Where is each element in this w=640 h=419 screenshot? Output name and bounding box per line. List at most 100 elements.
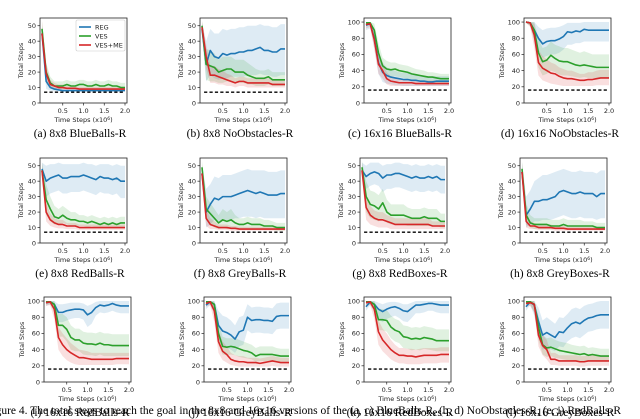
y-tick-label: 0 (36, 378, 40, 386)
x-tick-label: 1.5 (99, 247, 109, 255)
x-tick-label: 0.5 (218, 107, 228, 115)
x-tick-label: 1.0 (78, 107, 88, 115)
y-tick-label: 0 (196, 378, 200, 386)
x-tick-label: 1.5 (419, 247, 429, 255)
y-tick-label: 100 (348, 18, 360, 26)
series-line-ves-me (41, 33, 125, 90)
x-tick-label: 0.5 (58, 247, 68, 255)
x-axis-label: Time Steps (x106) (377, 116, 436, 125)
subplot-e: 0 10 20 30 40 50 0.5 1.0 1.5 2.0 Time Steps (x106)… (17, 157, 130, 280)
y-tick-label: 60 (192, 330, 200, 338)
x-tick-label: 2.0 (120, 247, 130, 255)
y-tick-label: 0 (32, 99, 36, 107)
series-line-ves (526, 301, 609, 357)
x-axis-label-exponent: 6 (267, 256, 270, 262)
x-tick-label: 1.0 (558, 247, 568, 255)
band-ves-me (522, 162, 605, 231)
x-axis-label-exponent: 6 (431, 116, 434, 122)
subplot-c: 0 20 40 60 80 100 0.5 1.0 1.5 2.0 Time Steps (x106… (338, 17, 454, 140)
y-tick-label: 30 (28, 193, 36, 201)
x-axis-label-close: ) (430, 256, 433, 264)
y-tick-label: 30 (188, 53, 196, 61)
x-axis-label-exponent: 6 (271, 395, 274, 401)
y-tick-label: 10 (348, 224, 356, 232)
x-axis-label: Time Steps (x106) (213, 116, 272, 125)
x-tick-label: 1.5 (583, 386, 593, 394)
y-tick-label: 60 (352, 51, 360, 59)
series-line-ves (366, 301, 449, 342)
series-line-reg (365, 301, 449, 313)
x-tick-label: 1.5 (259, 247, 269, 255)
x-axis-label-close: ) (594, 116, 597, 124)
subplot-title: (j) 16x16 GreyBalls-R (188, 407, 292, 419)
series-line-ves-me (525, 21, 609, 82)
x-tick-label: 2.0 (444, 107, 454, 115)
y-tick-label: 50 (348, 162, 356, 170)
subplot-title: (d) 16x16 NoObstacles-R (501, 128, 620, 140)
x-tick-label: 1.0 (402, 107, 412, 115)
y-tick-label: 20 (508, 208, 516, 216)
subplot-title: (f) 8x8 GreyBalls-R (194, 268, 287, 280)
legend-label: VES (95, 32, 108, 40)
y-tick-label: 60 (352, 330, 360, 338)
x-axis-label-exponent: 6 (587, 256, 590, 262)
y-axis-label: Total Steps (178, 321, 186, 358)
x-tick-label: 1.5 (259, 107, 269, 115)
figure-caption: Figure 4. The total steps to reach the g… (0, 405, 622, 417)
x-axis-label-close: ) (434, 395, 437, 403)
y-tick-label: 10 (188, 84, 196, 92)
subplot-f: 0 10 20 30 40 50 0.5 1.0 1.5 2.0 Time Steps (x106)… (177, 157, 290, 280)
subplot-k: 0 20 40 60 80 100 0.5 1.0 1.5 2.0 Time Steps (x106… (338, 296, 454, 419)
y-tick-label: 20 (348, 208, 356, 216)
y-tick-label: 0 (192, 239, 196, 247)
y-tick-label: 20 (188, 208, 196, 216)
x-tick-label: 2.0 (600, 247, 610, 255)
subplot-d: 0 20 40 60 80 100 0.5 1.0 1.5 2.0 Time Steps (x106… (498, 17, 620, 140)
series-line-ves-me (201, 173, 285, 230)
x-axis-label-close: ) (270, 116, 273, 124)
subplot-title: (k) 16x16 RedBoxes-R (347, 407, 454, 419)
x-tick-label: 1.0 (398, 247, 408, 255)
x-tick-label: 0.5 (542, 107, 552, 115)
x-tick-label: 0.5 (382, 107, 392, 115)
series-line-reg (41, 168, 125, 182)
x-tick-label: 0.5 (538, 247, 548, 255)
x-tick-label: 2.0 (124, 386, 134, 394)
band-ves-me (42, 162, 125, 230)
x-axis-label-exponent: 6 (427, 256, 430, 262)
series-line-reg (521, 171, 605, 216)
y-tick-label: 40 (508, 177, 516, 185)
series-line-ves-me (365, 22, 449, 85)
y-tick-label: 100 (28, 297, 40, 305)
x-tick-label: 1.0 (402, 386, 412, 394)
y-tick-label: 100 (508, 18, 520, 26)
y-tick-label: 20 (512, 362, 520, 370)
x-tick-label: 1.5 (263, 386, 273, 394)
subplot-i: 0 20 40 60 80 100 0.5 1.0 1.5 2.0 Time Steps (x106… (18, 296, 134, 419)
series-line-ves-me (525, 301, 609, 363)
x-axis-label-exponent: 6 (107, 256, 110, 262)
subplot-title: (e) 8x8 RedBalls-R (35, 268, 125, 280)
x-axis-label-exponent: 6 (591, 116, 594, 122)
x-tick-label: 2.0 (440, 247, 450, 255)
y-tick-label: 20 (188, 68, 196, 76)
series-line-reg (45, 301, 129, 316)
x-tick-label: 2.0 (444, 386, 454, 394)
x-axis-label-close: ) (590, 256, 593, 264)
x-tick-label: 2.0 (604, 107, 614, 115)
series-line-ves-me (361, 170, 445, 227)
y-tick-label: 80 (512, 35, 520, 43)
y-axis-label: Total Steps (338, 42, 346, 79)
y-tick-label: 40 (188, 37, 196, 45)
x-tick-label: 2.0 (604, 386, 614, 394)
band-reg (526, 301, 609, 352)
x-tick-label: 0.5 (58, 107, 68, 115)
subplot-b: 0 10 20 30 40 50 0.5 1.0 1.5 2.0 Time Steps (x106)… (177, 17, 294, 140)
x-tick-label: 1.0 (562, 386, 572, 394)
band-reg (526, 22, 609, 58)
y-tick-label: 10 (188, 224, 196, 232)
x-axis-label-close: ) (114, 395, 117, 403)
band-reg (522, 162, 605, 228)
y-tick-label: 0 (32, 239, 36, 247)
y-axis-label: Total Steps (338, 321, 346, 358)
